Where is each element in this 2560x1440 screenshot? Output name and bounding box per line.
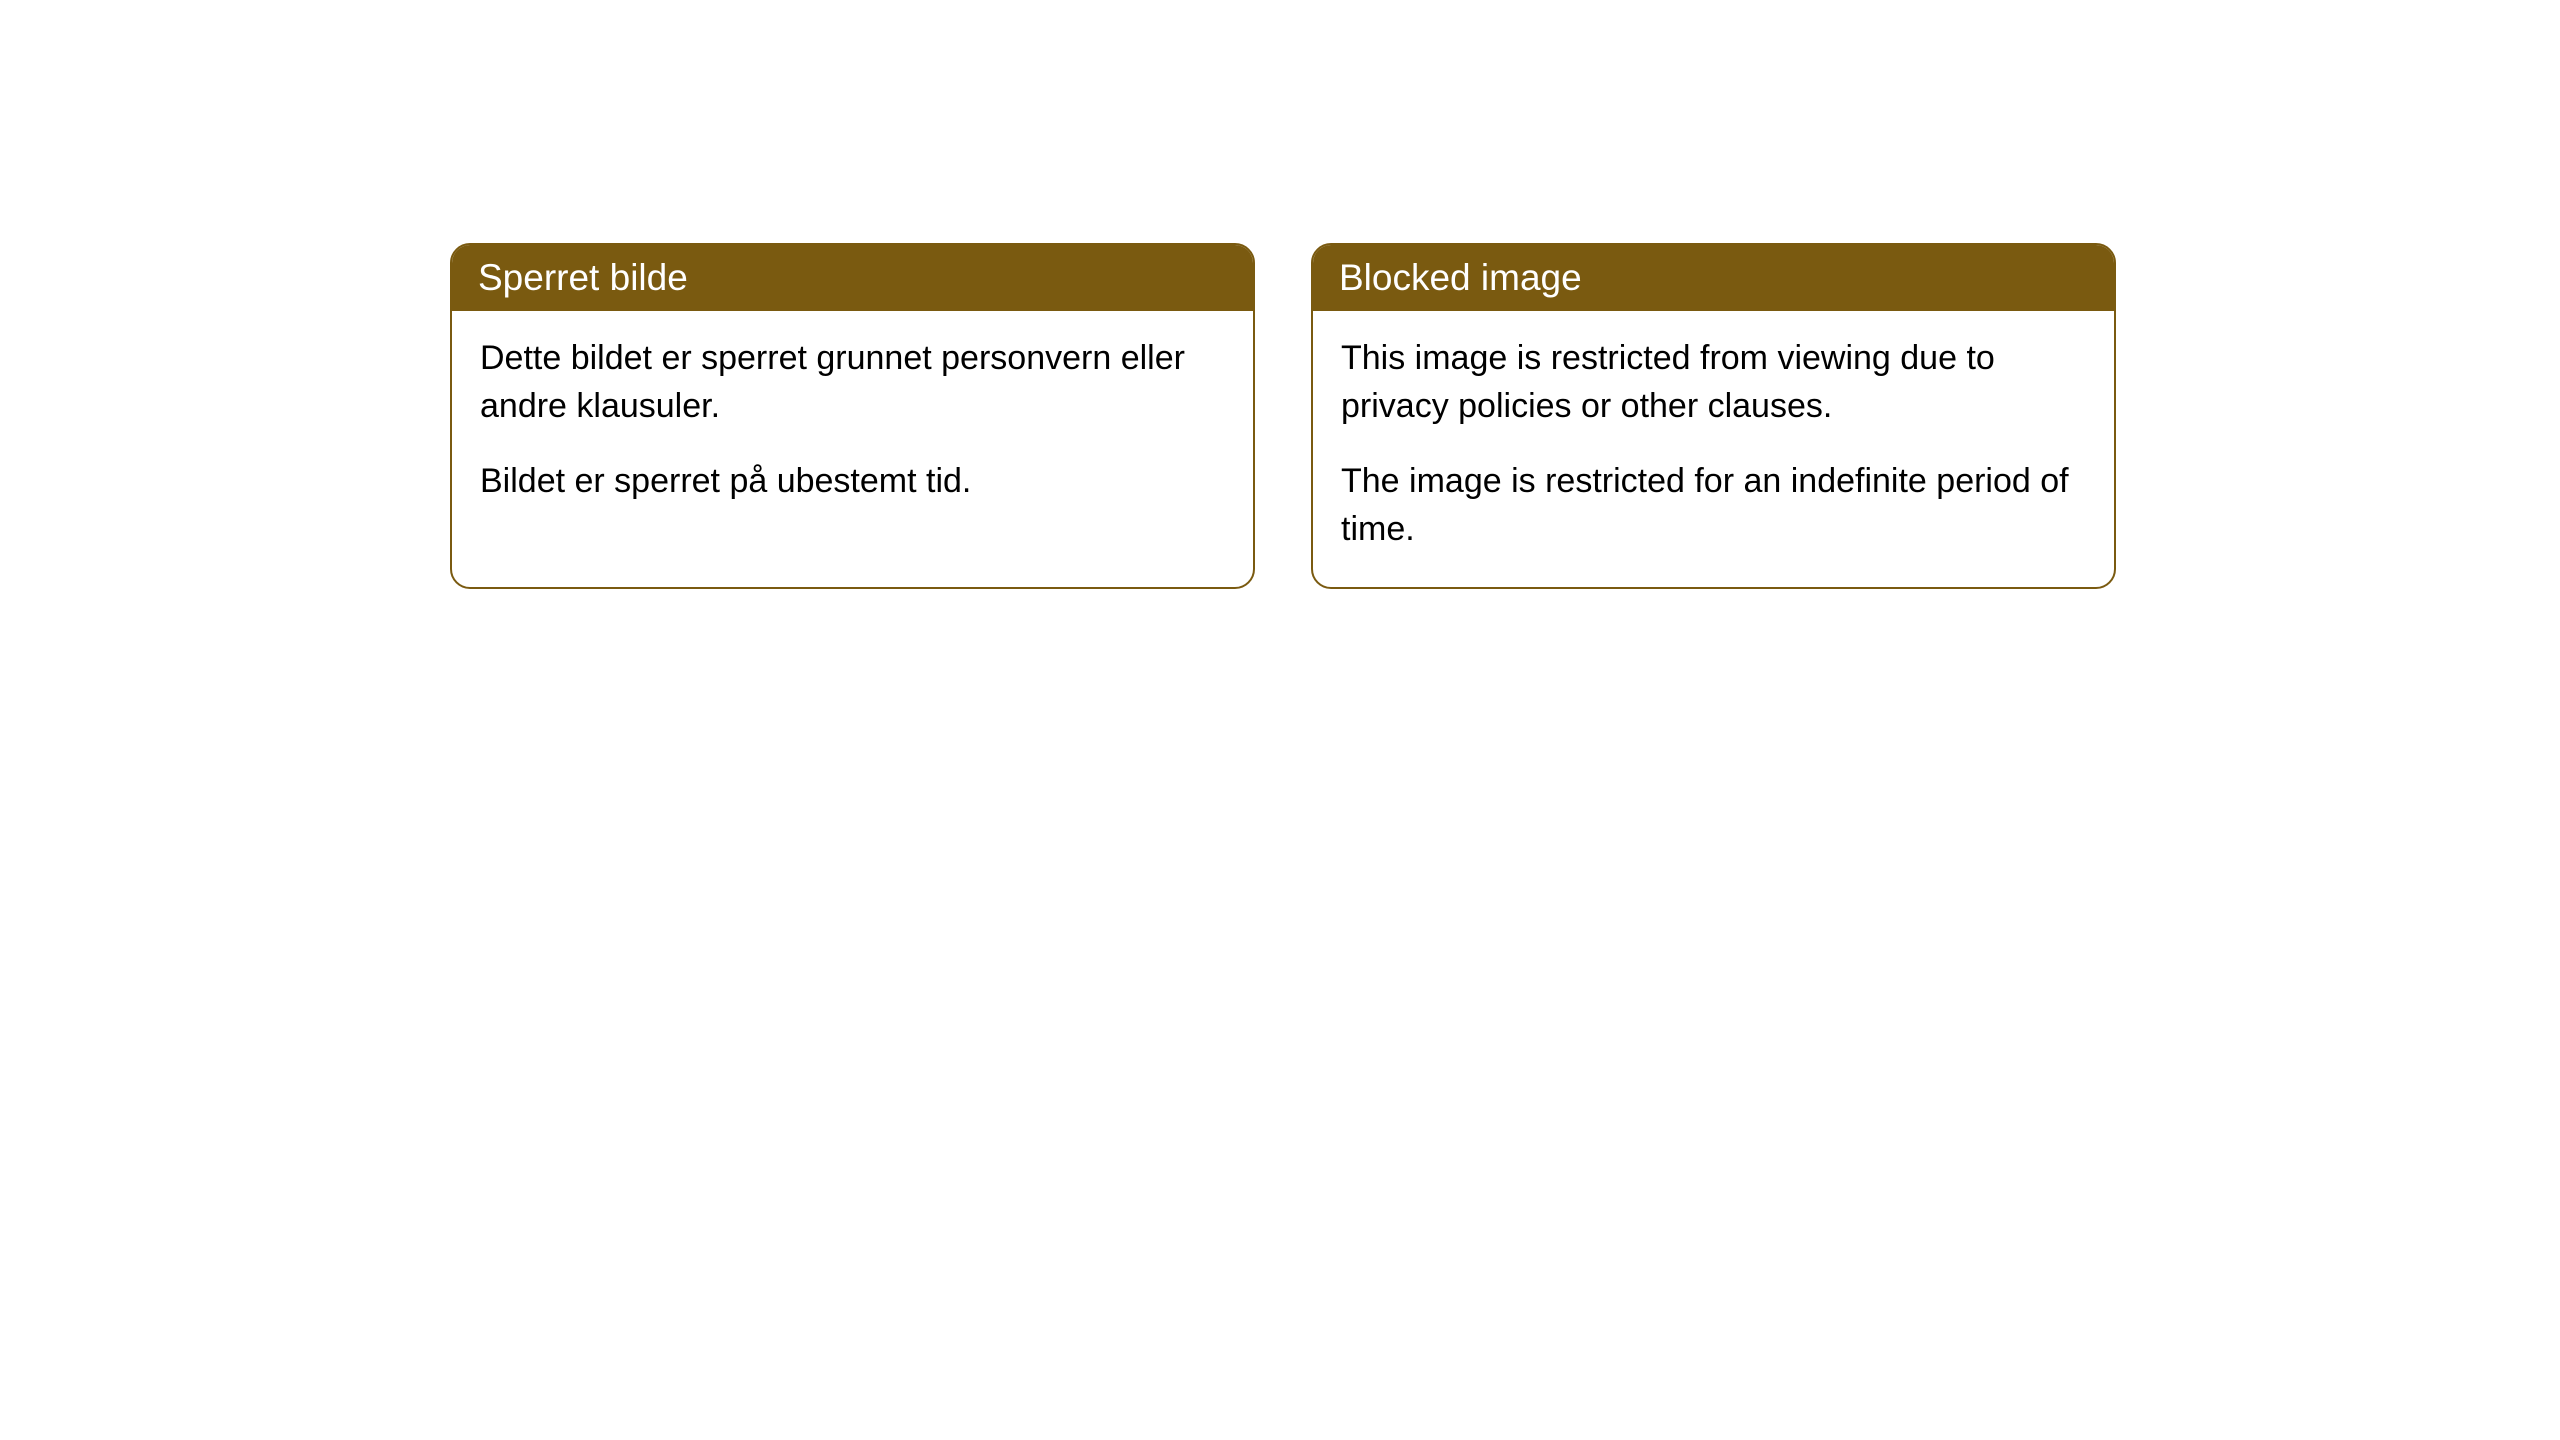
- card-paragraph-1-norwegian: Dette bildet er sperret grunnet personve…: [480, 335, 1225, 430]
- cards-container: Sperret bilde Dette bildet er sperret gr…: [450, 243, 2560, 589]
- card-body-english: This image is restricted from viewing du…: [1313, 311, 2114, 587]
- card-header-english: Blocked image: [1313, 245, 2114, 311]
- card-paragraph-2-english: The image is restricted for an indefinit…: [1341, 458, 2086, 553]
- card-english: Blocked image This image is restricted f…: [1311, 243, 2116, 589]
- card-paragraph-2-norwegian: Bildet er sperret på ubestemt tid.: [480, 458, 1225, 506]
- card-title-english: Blocked image: [1339, 257, 1582, 298]
- card-norwegian: Sperret bilde Dette bildet er sperret gr…: [450, 243, 1255, 589]
- card-paragraph-1-english: This image is restricted from viewing du…: [1341, 335, 2086, 430]
- card-header-norwegian: Sperret bilde: [452, 245, 1253, 311]
- card-title-norwegian: Sperret bilde: [478, 257, 688, 298]
- card-body-norwegian: Dette bildet er sperret grunnet personve…: [452, 311, 1253, 540]
